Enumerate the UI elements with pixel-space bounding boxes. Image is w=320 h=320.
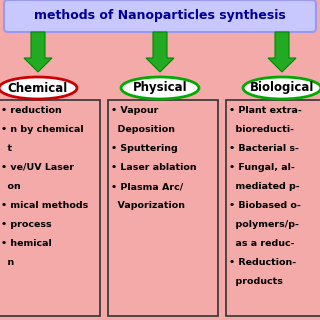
Text: mediated p-: mediated p- (229, 182, 300, 191)
Polygon shape (146, 32, 174, 72)
FancyBboxPatch shape (4, 0, 316, 32)
Text: • Reduction-: • Reduction- (229, 258, 296, 267)
FancyBboxPatch shape (0, 100, 100, 316)
Text: • Plasma Arc/: • Plasma Arc/ (111, 182, 183, 191)
FancyBboxPatch shape (226, 100, 320, 316)
Text: Vaporization: Vaporization (111, 201, 185, 210)
Text: Chemical: Chemical (8, 82, 68, 94)
Text: • process: • process (1, 220, 52, 229)
Text: n: n (1, 258, 14, 267)
Text: on: on (1, 182, 21, 191)
Text: • n by chemical: • n by chemical (1, 125, 84, 134)
Text: Physical: Physical (133, 82, 187, 94)
Text: • Sputtering: • Sputtering (111, 144, 178, 153)
Text: methods of Nanoparticles synthesis: methods of Nanoparticles synthesis (34, 10, 286, 22)
Text: • Plant extra-: • Plant extra- (229, 106, 302, 115)
Polygon shape (268, 32, 296, 72)
Ellipse shape (243, 77, 320, 99)
Ellipse shape (121, 77, 199, 99)
Text: as a reduc-: as a reduc- (229, 239, 294, 248)
Text: • Laser ablation: • Laser ablation (111, 163, 196, 172)
Ellipse shape (0, 77, 77, 99)
Text: • mical methods: • mical methods (1, 201, 88, 210)
Polygon shape (24, 32, 52, 72)
Text: • Vapour: • Vapour (111, 106, 158, 115)
Text: • Bacterial s-: • Bacterial s- (229, 144, 299, 153)
Text: • reduction: • reduction (1, 106, 62, 115)
Text: polymers/p-: polymers/p- (229, 220, 299, 229)
FancyBboxPatch shape (108, 100, 218, 316)
Text: bioreducti-: bioreducti- (229, 125, 294, 134)
Text: • Biobased o-: • Biobased o- (229, 201, 301, 210)
Text: products: products (229, 277, 283, 286)
Text: • ve/UV Laser: • ve/UV Laser (1, 163, 74, 172)
Text: t: t (1, 144, 12, 153)
Text: • Fungal, al-: • Fungal, al- (229, 163, 295, 172)
Text: Biological: Biological (250, 82, 314, 94)
Text: Deposition: Deposition (111, 125, 175, 134)
Text: • hemical: • hemical (1, 239, 52, 248)
